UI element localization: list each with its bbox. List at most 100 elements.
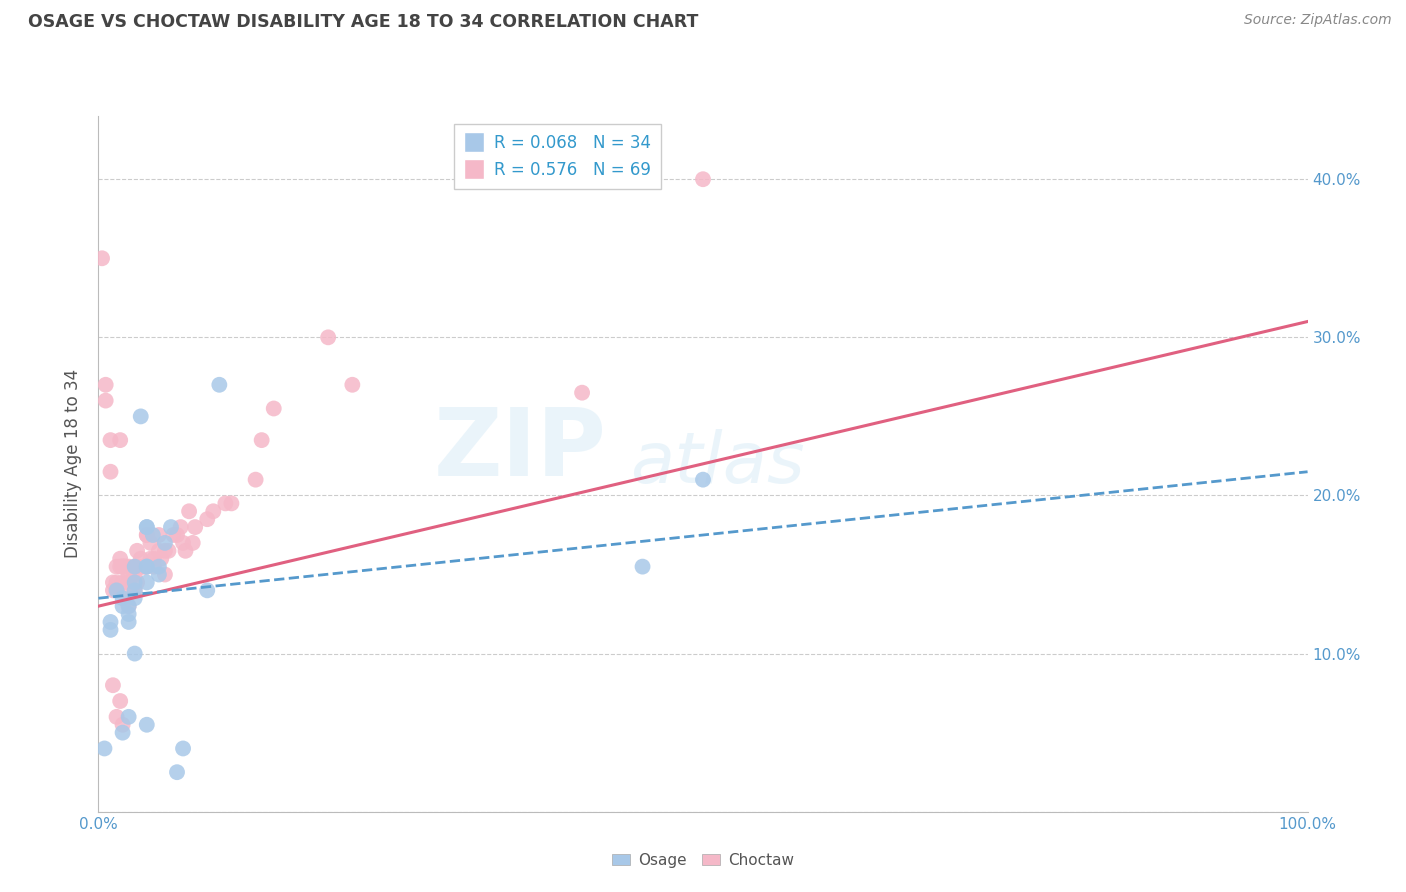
Point [118, 599, 141, 614]
Point [101, 678, 124, 692]
Point [139, 536, 162, 550]
Point [124, 647, 146, 661]
Point [129, 551, 152, 566]
Point [172, 741, 194, 756]
Point [127, 543, 149, 558]
Point [148, 543, 170, 558]
Point [169, 520, 191, 534]
Text: ZIP: ZIP [433, 404, 606, 496]
Point [105, 710, 128, 724]
Point [118, 575, 141, 590]
Point [111, 599, 134, 614]
Point [124, 575, 146, 590]
Point [135, 528, 157, 542]
Point [166, 528, 188, 542]
Point [101, 583, 124, 598]
Point [143, 559, 166, 574]
Text: atlas: atlas [630, 429, 806, 499]
Point [143, 551, 166, 566]
Point [160, 520, 183, 534]
Point [221, 496, 243, 510]
Point [692, 473, 714, 487]
Point [134, 559, 156, 574]
Point [124, 559, 146, 574]
Point [111, 575, 134, 590]
Point [316, 330, 339, 344]
Point [129, 559, 152, 574]
Point [571, 385, 593, 400]
Point [118, 710, 141, 724]
Point [208, 377, 231, 392]
Legend: Osage, Choctaw: Osage, Choctaw [606, 847, 800, 873]
Point [195, 512, 218, 526]
Point [124, 583, 146, 598]
Point [105, 575, 128, 590]
Point [118, 599, 141, 614]
Point [118, 559, 141, 574]
Point [184, 520, 207, 534]
Point [162, 528, 184, 542]
Point [124, 583, 146, 598]
Point [94, 377, 117, 392]
Point [148, 528, 170, 542]
Point [118, 567, 141, 582]
Point [245, 473, 267, 487]
Point [631, 559, 654, 574]
Point [135, 528, 157, 542]
Point [108, 551, 131, 566]
Point [148, 567, 170, 582]
Point [135, 559, 157, 574]
Point [118, 615, 141, 629]
Point [105, 583, 128, 598]
Point [157, 543, 180, 558]
Point [100, 623, 122, 637]
Point [263, 401, 285, 416]
Point [195, 583, 218, 598]
Point [114, 583, 136, 598]
Point [101, 575, 124, 590]
Point [118, 607, 141, 621]
Point [124, 559, 146, 574]
Point [139, 551, 162, 566]
Text: OSAGE VS CHOCTAW DISABILITY AGE 18 TO 34 CORRELATION CHART: OSAGE VS CHOCTAW DISABILITY AGE 18 TO 34… [28, 13, 699, 31]
Point [129, 409, 152, 424]
Point [94, 393, 117, 408]
Point [111, 559, 134, 574]
Point [179, 504, 201, 518]
Point [202, 504, 225, 518]
Point [214, 496, 236, 510]
Y-axis label: Disability Age 18 to 34: Disability Age 18 to 34 [65, 369, 83, 558]
Point [124, 591, 146, 606]
Point [250, 433, 273, 447]
Point [127, 559, 149, 574]
Text: Source: ZipAtlas.com: Source: ZipAtlas.com [1244, 13, 1392, 28]
Point [124, 567, 146, 582]
Point [108, 694, 131, 708]
Point [127, 575, 149, 590]
Point [153, 567, 176, 582]
Point [135, 717, 157, 731]
Point [111, 717, 134, 731]
Point [114, 559, 136, 574]
Point [100, 615, 122, 629]
Point [342, 377, 364, 392]
Point [135, 520, 157, 534]
Point [111, 559, 134, 574]
Point [108, 433, 131, 447]
Point [105, 559, 128, 574]
Point [174, 543, 197, 558]
Point [100, 465, 122, 479]
Point [135, 575, 157, 590]
Point [135, 559, 157, 574]
Point [134, 559, 156, 574]
Point [150, 551, 173, 566]
Point [111, 591, 134, 606]
Point [105, 583, 128, 598]
Point [148, 559, 170, 574]
Point [114, 559, 136, 574]
Point [692, 172, 714, 186]
Point [91, 252, 114, 266]
Point [100, 433, 122, 447]
Point [172, 536, 194, 550]
Point [142, 528, 165, 542]
